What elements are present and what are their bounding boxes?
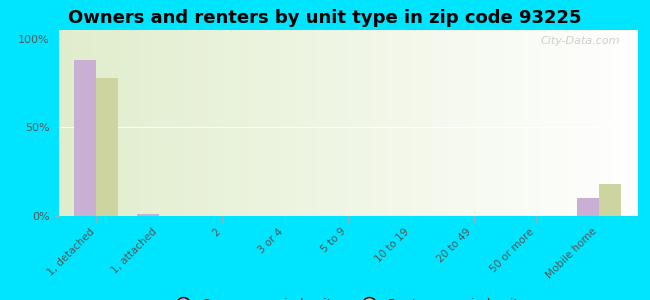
Bar — [577, 198, 599, 216]
Text: Owners and renters by unit type in zip code 93225: Owners and renters by unit type in zip c… — [68, 9, 582, 27]
Text: City-Data.com: City-Data.com — [540, 36, 619, 46]
Bar — [599, 184, 621, 216]
Bar — [96, 78, 118, 216]
Bar — [74, 60, 96, 216]
Bar — [137, 214, 159, 216]
Legend: Owner occupied units, Renter occupied units: Owner occupied units, Renter occupied un… — [166, 293, 530, 300]
